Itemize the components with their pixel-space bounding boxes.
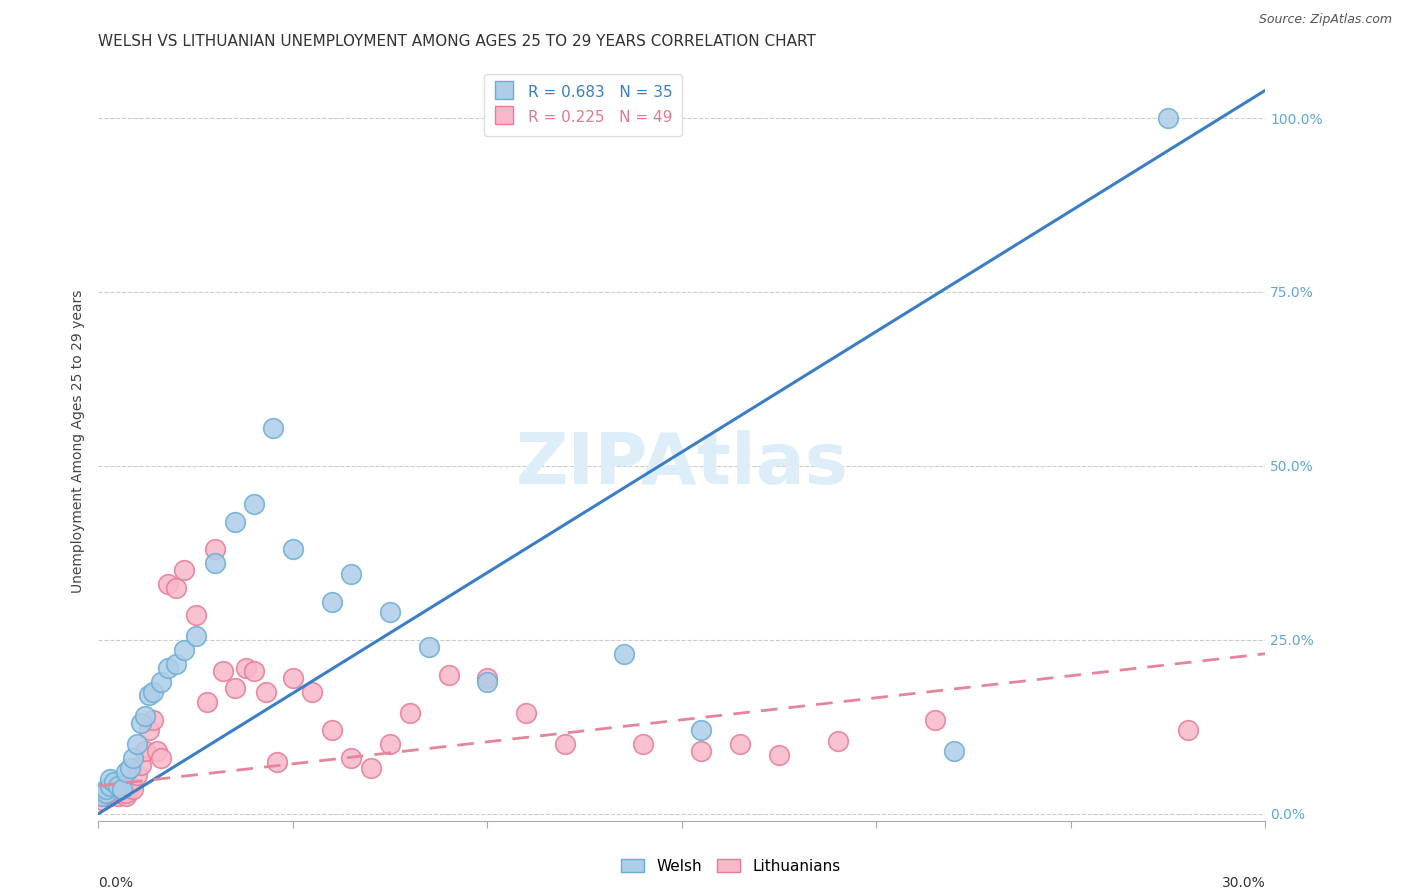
Point [107, 786, 129, 800]
Point [204, 542, 226, 557]
Point [360, 762, 382, 776]
Point [149, 751, 172, 765]
Point [340, 751, 363, 765]
Point [122, 782, 145, 797]
Point [91, 793, 114, 807]
Point [157, 660, 180, 674]
Point [127, 768, 149, 782]
Point [129, 716, 152, 731]
Legend: Welsh, Lithuanians: Welsh, Lithuanians [616, 853, 846, 880]
Point [134, 744, 156, 758]
Point [114, 764, 136, 779]
Point [118, 779, 141, 793]
Point [111, 786, 134, 800]
Point [262, 420, 284, 434]
Point [96, 782, 118, 797]
Point [768, 747, 790, 762]
Point [98, 779, 121, 793]
Point [114, 786, 136, 800]
Point [477, 674, 499, 689]
Point [107, 779, 129, 793]
Point [98, 772, 121, 786]
Text: WELSH VS LITHUANIAN UNEMPLOYMENT AMONG AGES 25 TO 29 YEARS CORRELATION CHART: WELSH VS LITHUANIAN UNEMPLOYMENT AMONG A… [98, 34, 817, 49]
Point [730, 737, 752, 751]
Point [321, 594, 343, 608]
Legend: R = 0.683   N = 35, R = 0.225   N = 49: R = 0.683 N = 35, R = 0.225 N = 49 [484, 74, 682, 136]
Point [138, 723, 160, 738]
Point [212, 664, 235, 678]
Point [224, 681, 246, 696]
Point [103, 775, 125, 789]
Text: 30.0%: 30.0% [1222, 876, 1265, 890]
Point [827, 733, 849, 747]
Point [515, 706, 537, 720]
Point [184, 629, 207, 643]
Text: Source: ZipAtlas.com: Source: ZipAtlas.com [1258, 13, 1392, 27]
Point [235, 660, 257, 674]
Point [127, 737, 149, 751]
Point [224, 515, 246, 529]
Point [398, 706, 420, 720]
Point [129, 758, 152, 772]
Point [301, 685, 323, 699]
Text: ZIPAtlas: ZIPAtlas [516, 430, 848, 499]
Point [142, 713, 165, 727]
Y-axis label: Unemployment Among Ages 25 to 29 years: Unemployment Among Ages 25 to 29 years [72, 290, 86, 593]
Point [924, 713, 946, 727]
Point [418, 640, 440, 654]
Point [122, 751, 145, 765]
Point [134, 709, 156, 723]
Point [554, 737, 576, 751]
Point [91, 789, 114, 804]
Point [138, 689, 160, 703]
Point [98, 789, 121, 804]
Point [266, 755, 288, 769]
Point [281, 671, 304, 685]
Point [107, 789, 129, 804]
Point [165, 581, 187, 595]
Point [114, 789, 136, 804]
Point [340, 566, 363, 581]
Point [1157, 111, 1180, 125]
Point [165, 657, 187, 672]
Point [149, 674, 172, 689]
Point [254, 685, 277, 699]
Point [204, 556, 226, 570]
Point [690, 723, 713, 738]
Point [477, 671, 499, 685]
Point [96, 786, 118, 800]
Point [146, 744, 169, 758]
Point [195, 695, 218, 709]
Point [157, 577, 180, 591]
Point [173, 563, 195, 577]
Text: 0.0%: 0.0% [98, 876, 134, 890]
Point [118, 762, 141, 776]
Point [690, 744, 713, 758]
Point [243, 497, 266, 511]
Point [98, 786, 121, 800]
Point [321, 723, 343, 738]
Point [1177, 723, 1199, 738]
Point [380, 737, 402, 751]
Point [111, 782, 134, 797]
Point [103, 786, 125, 800]
Point [631, 737, 654, 751]
Point [380, 605, 402, 619]
Point [613, 647, 636, 661]
Point [437, 667, 460, 681]
Point [173, 643, 195, 657]
Point [184, 608, 207, 623]
Point [281, 542, 304, 557]
Point [142, 685, 165, 699]
Point [943, 744, 966, 758]
Point [96, 789, 118, 804]
Point [243, 664, 266, 678]
